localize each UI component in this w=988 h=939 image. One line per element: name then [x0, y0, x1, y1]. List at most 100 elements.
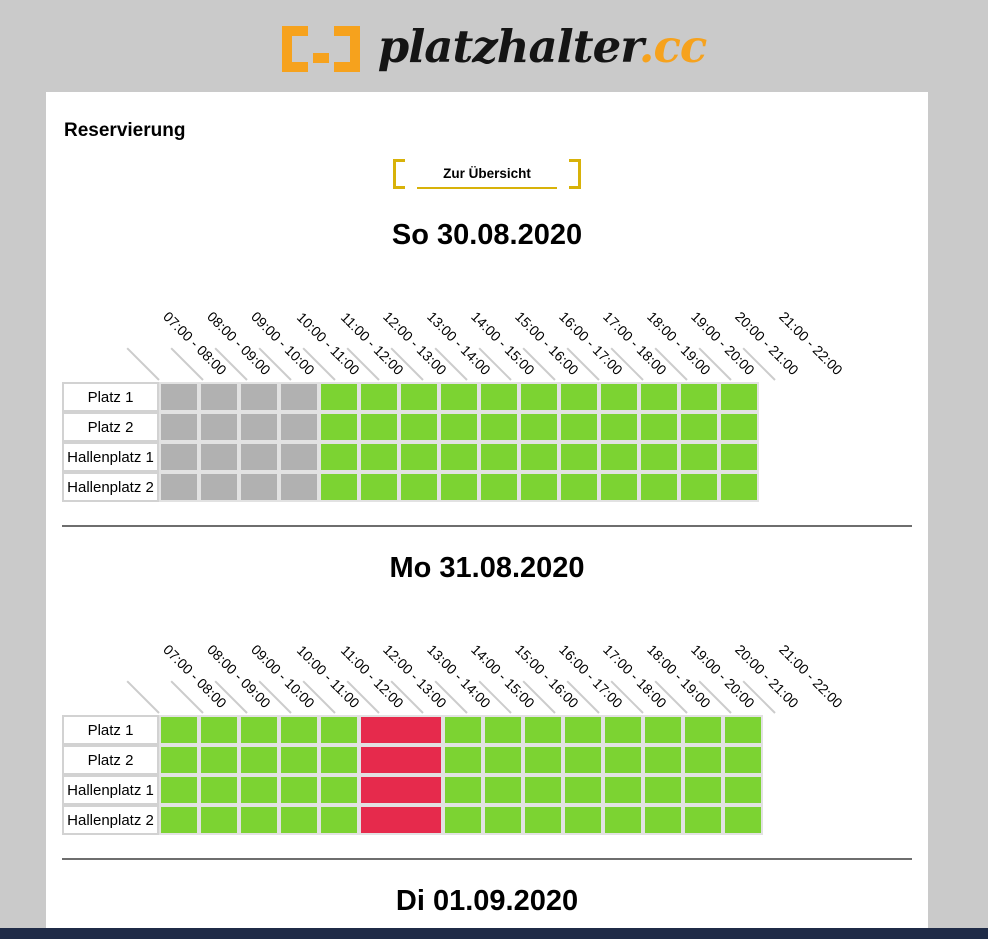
- slot-free[interactable]: [719, 442, 759, 472]
- slot-free[interactable]: [639, 412, 679, 442]
- slot-free[interactable]: [723, 775, 763, 805]
- slot-free[interactable]: [443, 775, 483, 805]
- slot-free[interactable]: [439, 382, 479, 412]
- slot-free[interactable]: [683, 805, 723, 835]
- slot-free[interactable]: [639, 442, 679, 472]
- slot-free[interactable]: [559, 442, 599, 472]
- slot-free[interactable]: [359, 472, 399, 502]
- slot-free[interactable]: [523, 775, 563, 805]
- slot-free[interactable]: [679, 472, 719, 502]
- slot-free[interactable]: [439, 412, 479, 442]
- slot-free[interactable]: [519, 382, 559, 412]
- slot-free[interactable]: [559, 412, 599, 442]
- slot-free[interactable]: [603, 805, 643, 835]
- slot-free[interactable]: [599, 472, 639, 502]
- overview-button[interactable]: Zur Übersicht: [393, 159, 581, 189]
- slot-free[interactable]: [719, 472, 759, 502]
- slot-free[interactable]: [239, 715, 279, 745]
- slot-free[interactable]: [479, 442, 519, 472]
- slot-free[interactable]: [239, 745, 279, 775]
- slot-free[interactable]: [159, 805, 199, 835]
- slot-free[interactable]: [603, 745, 643, 775]
- slot-free[interactable]: [199, 715, 239, 745]
- slot-free[interactable]: [559, 472, 599, 502]
- slot-free[interactable]: [439, 442, 479, 472]
- slot-free[interactable]: [523, 745, 563, 775]
- slot-free[interactable]: [319, 412, 359, 442]
- slot-free[interactable]: [683, 715, 723, 745]
- slot-free[interactable]: [599, 442, 639, 472]
- slot-free[interactable]: [719, 412, 759, 442]
- slot-free[interactable]: [443, 745, 483, 775]
- slot-free[interactable]: [519, 472, 559, 502]
- slot-free[interactable]: [319, 472, 359, 502]
- slot-free[interactable]: [523, 715, 563, 745]
- slot-free[interactable]: [679, 442, 719, 472]
- slot-free[interactable]: [599, 412, 639, 442]
- slot-free[interactable]: [159, 715, 199, 745]
- slot-free[interactable]: [679, 412, 719, 442]
- slot-free[interactable]: [683, 775, 723, 805]
- slot-free[interactable]: [279, 775, 319, 805]
- slot-free[interactable]: [603, 775, 643, 805]
- slot-free[interactable]: [639, 472, 679, 502]
- slot-free[interactable]: [719, 382, 759, 412]
- slot-free[interactable]: [279, 745, 319, 775]
- slot-free[interactable]: [563, 745, 603, 775]
- slot-free[interactable]: [279, 715, 319, 745]
- slot-free[interactable]: [319, 382, 359, 412]
- slot-free[interactable]: [399, 472, 439, 502]
- slot-free[interactable]: [239, 805, 279, 835]
- slot-free[interactable]: [559, 382, 599, 412]
- slot-free[interactable]: [519, 412, 559, 442]
- slot-free[interactable]: [483, 745, 523, 775]
- slot-free[interactable]: [439, 472, 479, 502]
- slot-free[interactable]: [319, 442, 359, 472]
- slot-free[interactable]: [479, 472, 519, 502]
- slot-free[interactable]: [319, 805, 359, 835]
- slot-free[interactable]: [199, 775, 239, 805]
- slot-free[interactable]: [199, 745, 239, 775]
- slot-free[interactable]: [639, 382, 679, 412]
- slot-free[interactable]: [399, 412, 439, 442]
- slot-free[interactable]: [399, 442, 439, 472]
- slot-free[interactable]: [359, 412, 399, 442]
- slot-free[interactable]: [199, 805, 239, 835]
- slot-free[interactable]: [399, 382, 439, 412]
- slot-free[interactable]: [443, 715, 483, 745]
- slot-free[interactable]: [643, 775, 683, 805]
- slot-free[interactable]: [319, 775, 359, 805]
- slot-free[interactable]: [483, 805, 523, 835]
- slot-free[interactable]: [679, 382, 719, 412]
- slot-free[interactable]: [483, 715, 523, 745]
- slot-free[interactable]: [319, 745, 359, 775]
- slot-free[interactable]: [359, 382, 399, 412]
- slot-free[interactable]: [599, 382, 639, 412]
- slot-free[interactable]: [683, 745, 723, 775]
- slot-free[interactable]: [159, 775, 199, 805]
- slot-free[interactable]: [443, 805, 483, 835]
- slot-past: [159, 472, 199, 502]
- slot-free[interactable]: [563, 805, 603, 835]
- slot-free[interactable]: [643, 715, 683, 745]
- slot-free[interactable]: [479, 382, 519, 412]
- slot-free[interactable]: [359, 442, 399, 472]
- slot-free[interactable]: [483, 775, 523, 805]
- slot-free[interactable]: [239, 775, 279, 805]
- slot-free[interactable]: [479, 412, 519, 442]
- slot-free[interactable]: [159, 745, 199, 775]
- slot-free[interactable]: [563, 715, 603, 745]
- slot-free[interactable]: [643, 745, 683, 775]
- slot-free[interactable]: [523, 805, 563, 835]
- slot-free[interactable]: [319, 715, 359, 745]
- slot-free[interactable]: [723, 715, 763, 745]
- court-label: Platz 2: [62, 745, 159, 775]
- slot-free[interactable]: [723, 745, 763, 775]
- slot-free[interactable]: [519, 442, 559, 472]
- slot-free[interactable]: [563, 775, 603, 805]
- slot-free[interactable]: [643, 805, 683, 835]
- site-logo[interactable]: platzhalter.cc: [281, 20, 707, 73]
- slot-free[interactable]: [603, 715, 643, 745]
- slot-free[interactable]: [723, 805, 763, 835]
- slot-free[interactable]: [279, 805, 319, 835]
